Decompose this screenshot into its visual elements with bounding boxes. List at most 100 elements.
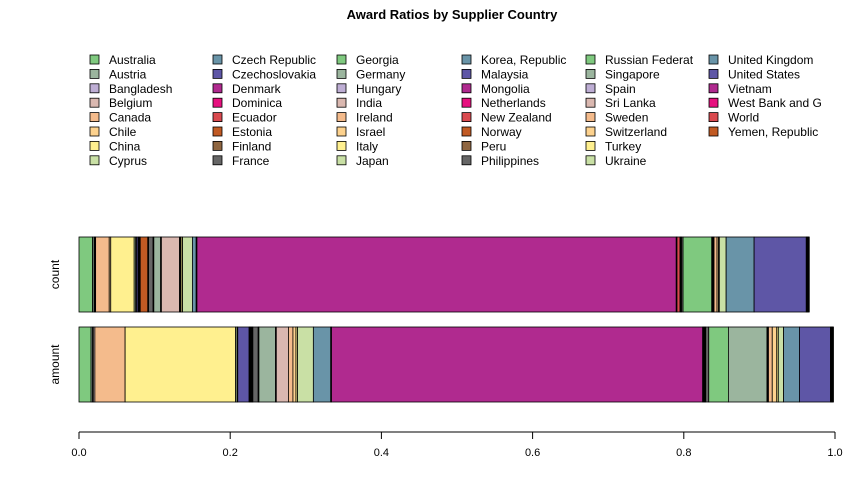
legend: AustraliaAustriaBangladeshBelgiumCanadaC…	[89, 53, 822, 168]
segment-amount-czechoslovakia	[237, 326, 250, 403]
x-tick-label: 1.0	[827, 447, 842, 459]
x-tick-label: 0.6	[525, 447, 540, 459]
legend-item-czechoslovakia: Czechoslovakia	[212, 67, 316, 81]
legend-label: Turkey	[605, 139, 641, 153]
legend-label: New Zealand	[481, 111, 552, 125]
legend-item-finland: Finland	[212, 139, 271, 153]
legend-swatch	[708, 112, 719, 122]
legend-item-hungary: Hungary	[336, 82, 401, 96]
legend-swatch	[336, 112, 347, 122]
legend-item-peru: Peru	[461, 139, 506, 153]
legend-swatch	[585, 126, 596, 137]
legend-swatch	[89, 69, 100, 79]
segment-count-united-kingdom	[725, 236, 755, 313]
segment-amount-canada	[94, 326, 126, 403]
segment-amount-united-states	[799, 326, 831, 403]
segment-count-ukraine	[718, 236, 727, 313]
legend-item-malaysia: Malaysia	[461, 67, 529, 81]
legend-swatch	[89, 112, 100, 122]
legend-item-czech-republic: Czech Republic	[212, 53, 316, 67]
legend-item-yemen-republic: Yemen, Republic	[708, 125, 818, 139]
segment-amount-ireland	[288, 326, 294, 403]
legend-swatch	[212, 54, 223, 65]
legend-item-germany: Germany	[336, 67, 405, 81]
segment-count-canada	[95, 236, 110, 313]
legend-item-austria: Austria	[89, 67, 147, 81]
legend-swatch	[336, 97, 347, 108]
segment-count-australia	[78, 236, 94, 313]
segment-amount-israel	[292, 326, 297, 403]
legend-item-ukraine: Ukraine	[585, 154, 647, 168]
legend-swatch	[89, 126, 100, 137]
legend-swatch	[585, 140, 596, 151]
segment-count-mongolia	[196, 236, 677, 313]
chart-title: Award Ratios by Supplier Country	[347, 7, 558, 22]
legend-swatch	[336, 126, 347, 137]
legend-item-korea-republic: Korea, Republic	[461, 53, 566, 67]
legend-item-new-zealand: New Zealand	[461, 111, 552, 125]
legend-label: Singapore	[605, 67, 660, 81]
legend-swatch	[585, 54, 596, 65]
segment-count-sweden	[713, 236, 718, 313]
legend-item-belgium: Belgium	[89, 96, 152, 110]
legend-swatch	[461, 54, 472, 65]
segment-count-yemen-republic	[808, 236, 810, 313]
legend-swatch	[461, 155, 472, 166]
legend-label: Norway	[481, 125, 522, 139]
legend-label: Ukraine	[605, 154, 647, 168]
legend-item-china: China	[89, 139, 141, 153]
legend-label: Finland	[232, 139, 271, 153]
legend-label: Italy	[356, 139, 378, 153]
legend-label: France	[232, 154, 270, 168]
x-tick-label: 0.0	[71, 447, 86, 459]
legend-label: India	[356, 96, 382, 110]
segment-count-united-states	[753, 236, 807, 313]
x-tick-label: 0.4	[374, 447, 389, 459]
legend-label: United States	[728, 67, 800, 81]
legend-item-spain: Spain	[585, 82, 636, 96]
legend-label: Philippines	[481, 154, 539, 168]
legend-item-israel: Israel	[336, 125, 385, 139]
legend-label: Georgia	[356, 53, 399, 67]
legend-label: Dominica	[232, 96, 282, 110]
legend-swatch	[461, 140, 472, 151]
legend-swatch	[461, 112, 472, 122]
legend-item-canada: Canada	[89, 111, 151, 125]
legend-label: Netherlands	[481, 96, 546, 110]
legend-label: China	[109, 139, 141, 153]
legend-label: Korea, Republic	[481, 53, 566, 67]
segment-count-france	[148, 236, 154, 313]
segment-count-russian-federat	[682, 236, 713, 313]
legend-swatch	[212, 112, 223, 122]
legend-swatch	[585, 112, 596, 122]
legend-label: Czech Republic	[232, 53, 316, 67]
segment-amount-australia	[78, 326, 92, 403]
legend-label: Denmark	[232, 82, 282, 96]
legend-swatch	[708, 126, 719, 137]
legend-item-switzerland: Switzerland	[585, 125, 667, 139]
legend-item-sri-lanka: Sri Lanka	[585, 96, 656, 110]
legend-item-mongolia: Mongolia	[461, 82, 530, 96]
segment-count-estonia	[139, 236, 149, 313]
legend-label: Mongolia	[481, 82, 530, 96]
legend-label: Sri Lanka	[605, 96, 656, 110]
segment-amount-korea-republic	[312, 326, 332, 403]
legend-swatch	[336, 140, 347, 151]
legend-item-italy: Italy	[336, 139, 378, 153]
legend-label: Vietnam	[728, 82, 772, 96]
legend-swatch	[212, 140, 223, 151]
legend-label: Chile	[109, 125, 137, 139]
legend-label: Japan	[356, 154, 389, 168]
legend-item-india: India	[336, 96, 382, 110]
legend-swatch	[708, 97, 719, 108]
legend-swatch	[89, 83, 100, 94]
legend-label: Russian Federat	[605, 53, 694, 67]
legend-label: Peru	[481, 139, 506, 153]
legend-item-bangladesh: Bangladesh	[89, 82, 172, 96]
segment-amount-japan	[297, 326, 314, 403]
legend-item-chile: Chile	[89, 125, 137, 139]
legend-label: Sweden	[605, 111, 648, 125]
legend-label: Canada	[109, 111, 151, 125]
legend-item-ireland: Ireland	[336, 111, 393, 125]
